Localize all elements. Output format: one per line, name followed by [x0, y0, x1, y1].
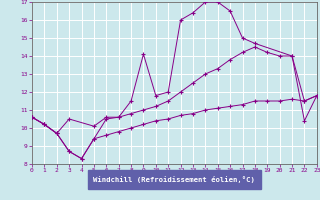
X-axis label: Windchill (Refroidissement éolien,°C): Windchill (Refroidissement éolien,°C)	[93, 176, 255, 183]
